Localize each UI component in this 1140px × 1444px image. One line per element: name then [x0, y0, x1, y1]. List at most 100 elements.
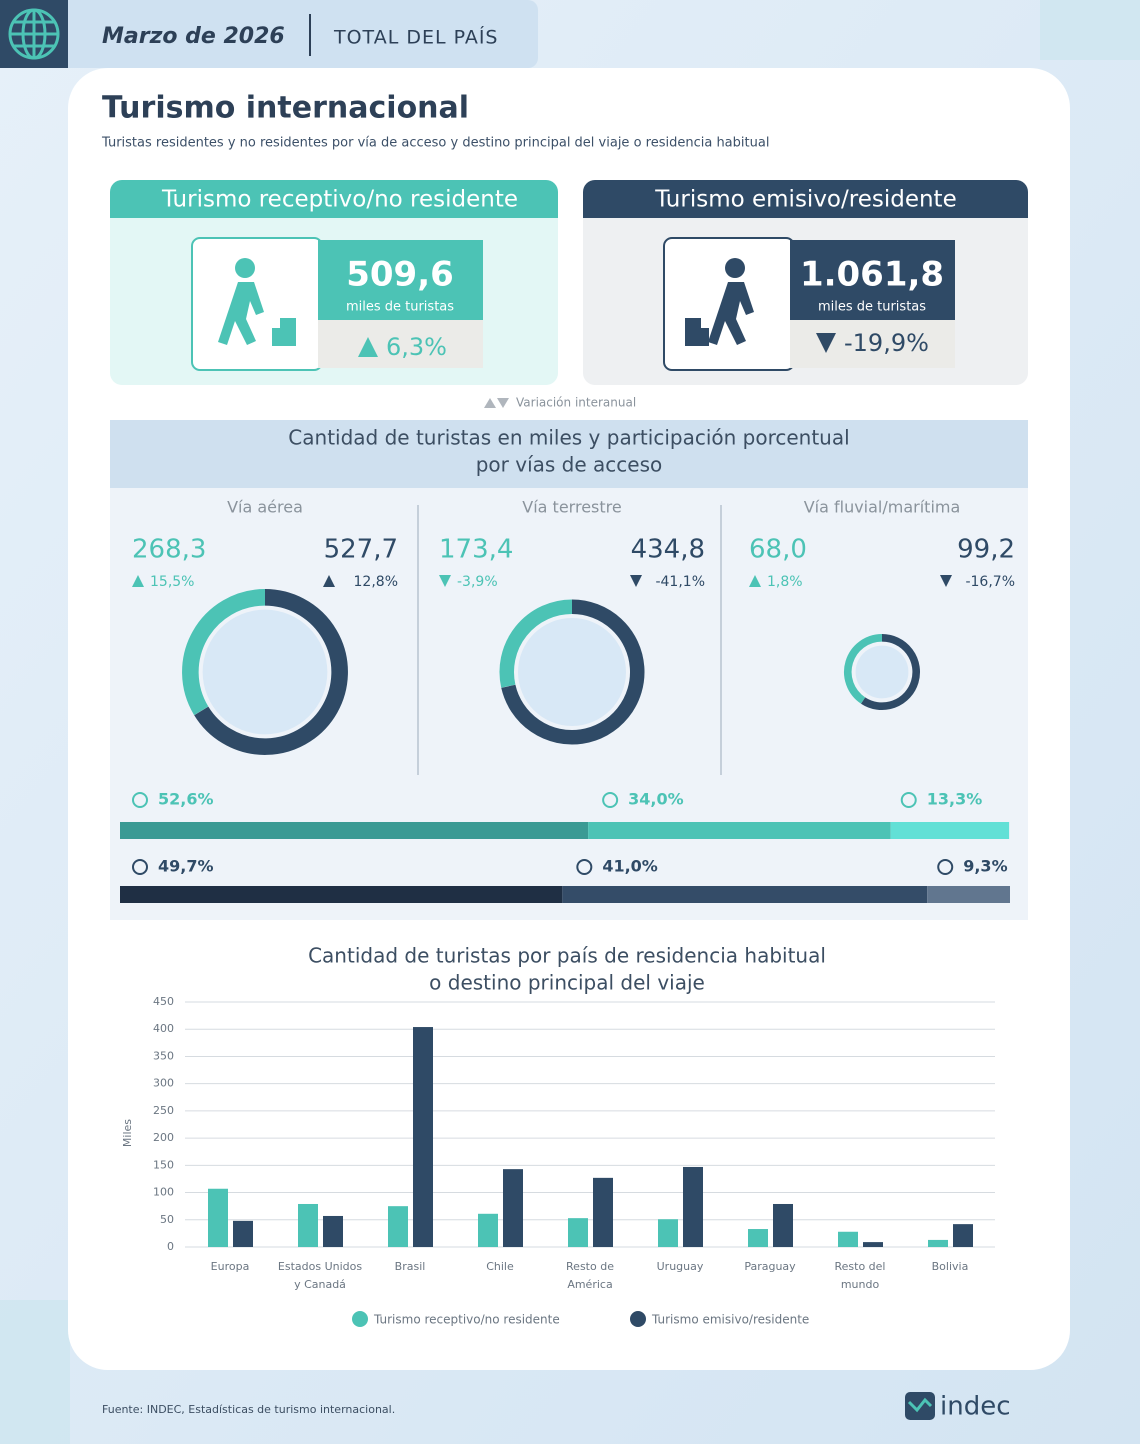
access-header — [110, 420, 1028, 488]
legend-label: Turismo emisivo/residente — [651, 1313, 809, 1327]
route-icon — [937, 859, 954, 875]
decor — [1040, 0, 1140, 60]
donut-receptive — [499, 599, 573, 688]
y-tick-label: 350 — [153, 1049, 174, 1062]
emissive-value: 434,8 — [631, 535, 705, 565]
route-icon — [900, 792, 917, 808]
x-tick-label: Paraguay — [744, 1260, 796, 1273]
card-change: 6,3% — [386, 333, 447, 361]
bar — [388, 1206, 408, 1247]
share-segment — [120, 822, 589, 839]
header-date: Marzo de 2026 — [102, 24, 285, 49]
emissive-value: 99,2 — [957, 535, 1015, 565]
y-tick-label: 50 — [160, 1213, 174, 1226]
route-icon — [132, 792, 148, 808]
share-label: 41,0% — [602, 857, 658, 876]
decor — [0, 1300, 70, 1444]
card-unit: miles de turistas — [818, 300, 926, 315]
bar — [233, 1220, 253, 1247]
trend-arrow — [749, 575, 761, 587]
x-tick-label: Uruguay — [657, 1260, 704, 1273]
card-value: 509,6 — [346, 255, 454, 295]
bar — [928, 1239, 948, 1247]
trend-arrow — [816, 333, 836, 353]
share-segment — [120, 886, 563, 903]
bar — [208, 1188, 228, 1247]
receptive-value: 68,0 — [749, 535, 807, 565]
receptive-value: 268,3 — [132, 535, 206, 565]
emissive-value: 527,7 — [324, 535, 398, 565]
share-segment — [890, 822, 1010, 839]
x-tick-label: Bolivia — [932, 1260, 969, 1273]
card-header — [583, 180, 1028, 218]
title: Turismo internacional — [102, 91, 469, 126]
donut-emissive — [861, 633, 920, 710]
donut-receptive — [182, 589, 266, 716]
donut-emissive — [194, 589, 348, 755]
emissive-change: 12,8% — [354, 574, 398, 590]
legend-swatch — [630, 1311, 646, 1327]
source: Fuente: INDEC, Estadísticas de turismo i… — [102, 1403, 395, 1416]
logo-mark-detail — [907, 1397, 933, 1413]
legend-down — [497, 398, 509, 408]
change-box — [790, 320, 955, 368]
route-name: Vía terrestre — [522, 498, 621, 517]
share-label: 34,0% — [628, 790, 684, 809]
receptive-change: 15,5% — [150, 574, 194, 590]
donut-center — [517, 617, 627, 727]
bar — [953, 1224, 973, 1247]
y-tick-label: 400 — [153, 1022, 174, 1035]
access-title: Cantidad de turistas en miles y particip… — [288, 426, 849, 450]
trend-arrow — [358, 337, 378, 357]
legend-swatch — [352, 1311, 368, 1327]
value-box — [790, 240, 955, 320]
variation-note: Variación interanual — [516, 396, 636, 410]
card-change: -19,9% — [844, 329, 929, 357]
walker-icon — [685, 258, 754, 346]
card-title: Turismo receptivo/no residente — [161, 187, 518, 213]
trend-arrow — [132, 575, 144, 587]
chart-title: o destino principal del viaje — [429, 971, 705, 995]
x-tick-label: Chile — [486, 1260, 514, 1273]
legend-label: Turismo receptivo/no residente — [373, 1313, 560, 1327]
logo: indec — [940, 1392, 1011, 1422]
y-tick-label: 0 — [167, 1240, 174, 1253]
emissive-change: -41,1% — [655, 574, 705, 590]
bar — [323, 1215, 343, 1247]
emissive-change: -16,7% — [965, 574, 1015, 590]
subtitle: Turistas residentes y no residentes por … — [101, 136, 769, 151]
share-label: 13,3% — [927, 790, 983, 809]
y-tick-label: 250 — [153, 1104, 174, 1117]
bar — [658, 1219, 678, 1247]
share-segment — [927, 886, 1010, 903]
access-title: por vías de acceso — [476, 453, 663, 477]
receptive-change: 1,8% — [767, 574, 803, 590]
bar — [863, 1242, 883, 1247]
trend-arrow — [323, 575, 335, 587]
receptive-value: 173,4 — [439, 535, 513, 565]
donut-center — [202, 609, 328, 735]
bar — [298, 1203, 318, 1247]
bar — [748, 1229, 768, 1247]
header-band — [0, 0, 538, 68]
share-segment — [588, 822, 891, 839]
share-segment — [562, 886, 928, 903]
card-title: Turismo emisivo/residente — [654, 187, 956, 213]
header-scope: TOTAL DEL PAÍS — [333, 26, 498, 49]
bar — [773, 1203, 793, 1247]
card-unit: miles de turistas — [346, 300, 454, 315]
bar — [568, 1218, 588, 1247]
x-tick-label: Europa — [211, 1260, 250, 1273]
donut-center — [855, 645, 909, 699]
y-axis-label: Miles — [121, 1119, 134, 1147]
card-emissive: Turismo emisivo/residente 1.061,8 miles … — [583, 180, 1028, 385]
card-receptive: Turismo receptivo/no residente 509,6 mil… — [110, 180, 558, 385]
walker-icon — [218, 258, 296, 346]
share-label: 9,3% — [963, 857, 1007, 876]
route-icon — [602, 792, 619, 808]
y-tick-label: 150 — [153, 1158, 174, 1171]
bar — [838, 1231, 858, 1247]
trend-arrow — [630, 575, 642, 587]
receptive-change: -3,9% — [457, 574, 498, 590]
